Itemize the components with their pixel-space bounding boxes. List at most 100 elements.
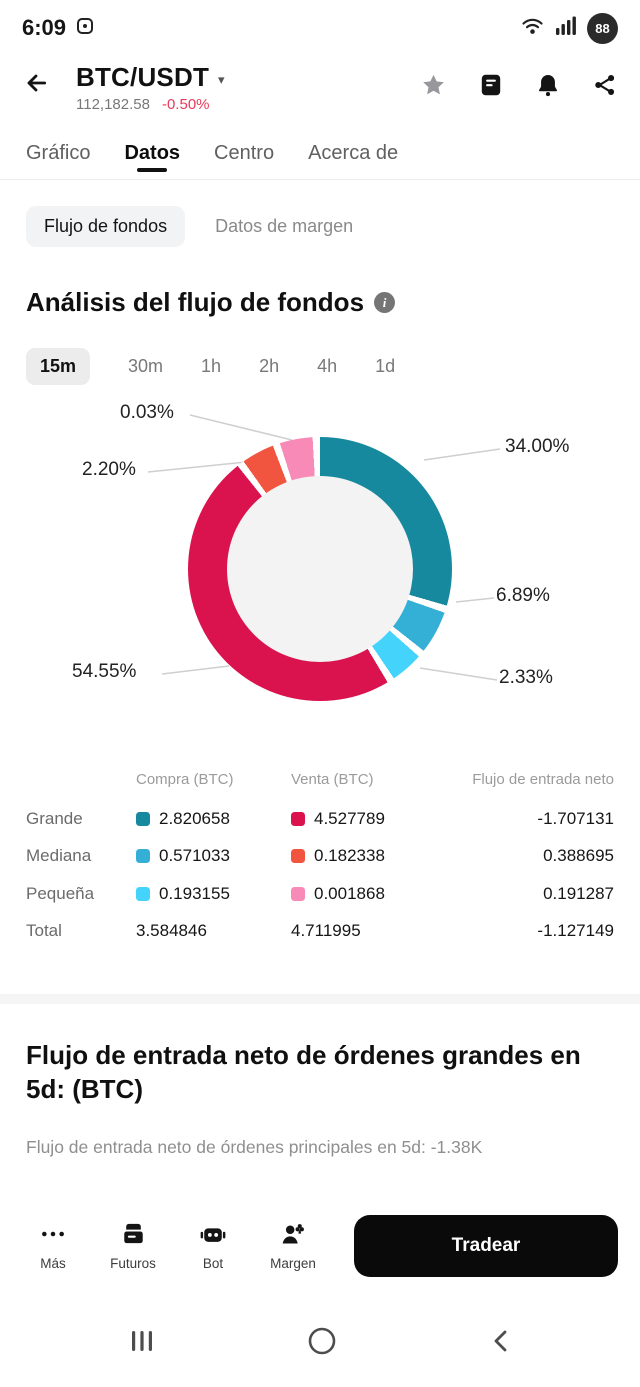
action-bot[interactable]: Bot: [184, 1220, 242, 1271]
row-label: Grande: [26, 808, 83, 828]
neto-mediana-value: 0.388695: [543, 846, 614, 866]
share-icon[interactable]: [592, 72, 618, 98]
venta-grande-swatch: [291, 811, 305, 826]
timeframe-15m[interactable]: 15m: [26, 347, 91, 385]
subtab-datos-de-margen[interactable]: Datos de margen: [215, 216, 354, 236]
status-bar: 6:09 88: [0, 0, 640, 56]
trade-button[interactable]: Tradear: [354, 1214, 618, 1277]
bottom-action-bar: Más Futuros Bot: [0, 1204, 640, 1288]
action-label: Bot: [202, 1256, 224, 1272]
pair-change: -0.50%: [161, 96, 210, 113]
large-orders-title: Flujo de entrada neto de órdenes grandes…: [26, 1040, 581, 1105]
data-subtabs: Flujo de fondos Datos de margen: [0, 180, 640, 247]
wifi-icon: [520, 16, 545, 41]
bot-icon: [199, 1220, 227, 1248]
pair-dropdown-caret[interactable]: ▾: [218, 71, 225, 87]
compra-mediana-value: 0.571033: [159, 846, 230, 866]
label-compra-grande-pct: 34.00%: [505, 436, 570, 457]
col-header-compra: Compra (BTC): [136, 770, 234, 788]
analysis-title: Análisis del flujo de fondos: [26, 287, 365, 317]
subtab-flujo-de-fondos[interactable]: Flujo de fondos: [26, 206, 186, 247]
header-actions: [420, 62, 618, 98]
compra-pequena-value: 0.193155: [159, 883, 230, 903]
fund-flow-donut-chart: 0.03% 2.20% 54.55% 34.00% 6.89% 2.33%: [0, 392, 640, 744]
compra-pequena-swatch: [136, 886, 150, 901]
action-margen[interactable]: Margen: [264, 1220, 322, 1271]
table-row-pequena: Pequeña 0.193155 0.001868 0.191287: [26, 875, 614, 913]
action-label: Más: [40, 1256, 66, 1272]
tab-grafico[interactable]: Gráfico: [26, 142, 91, 164]
col-header-venta: Venta (BTC): [291, 770, 374, 788]
screenshot-icon: [76, 17, 94, 40]
analysis-section-head: Análisis del flujo de fondos i: [0, 247, 640, 318]
pair-block: BTC/USDT ▾ 112,182.58 -0.50%: [76, 62, 225, 113]
large-orders-subtitle: Flujo de entrada neto de órdenes princip…: [26, 1136, 483, 1157]
orderbook-journal-icon[interactable]: [478, 72, 504, 98]
table-row-mediana: Mediana 0.571033 0.182338 0.388695: [26, 838, 614, 876]
favorite-star-icon[interactable]: [420, 72, 447, 98]
neto-pequena-value: 0.191287: [543, 883, 614, 903]
action-mas[interactable]: Más: [24, 1220, 82, 1271]
compra-total-value: 3.584846: [136, 921, 207, 941]
large-orders-section: Flujo de entrada neto de órdenes grandes…: [0, 1004, 640, 1158]
action-label: Margen: [270, 1256, 316, 1272]
timeframe-2h[interactable]: 2h: [259, 355, 280, 376]
table-row-total: Total 3.584846 4.711995 -1.127149: [26, 913, 614, 951]
app-header: BTC/USDT ▾ 112,182.58 -0.50%: [0, 56, 640, 126]
row-label: Mediana: [26, 846, 92, 866]
venta-mediana-swatch: [291, 849, 305, 864]
neto-grande-value: -1.707131: [537, 808, 614, 828]
status-icons: 88: [520, 12, 618, 44]
section-divider: [0, 994, 640, 1004]
tab-centro[interactable]: Centro: [214, 142, 275, 164]
back-button[interactable]: [22, 62, 62, 101]
action-label: Futuros: [110, 1256, 156, 1272]
label-venta-pequena-pct: 0.03%: [120, 402, 174, 423]
donut-ring: [188, 437, 452, 701]
row-label: Total: [26, 921, 62, 941]
venta-pequena-value: 0.001868: [314, 883, 385, 903]
more-dots-icon: [40, 1220, 66, 1248]
timeframe-1d[interactable]: 1d: [375, 355, 396, 376]
pair-title: BTC/USDT: [76, 62, 210, 92]
label-venta-mediana-pct: 2.20%: [82, 459, 136, 480]
col-header-neto: Flujo de entrada neto: [472, 770, 614, 788]
top-tab-bar: Gráfico Datos Centro Acerca de: [0, 126, 640, 180]
compra-mediana-swatch: [136, 849, 150, 864]
price-alert-bell-icon[interactable]: [535, 72, 561, 98]
label-compra-pequena-pct: 2.33%: [499, 667, 553, 688]
recent-apps-icon[interactable]: [130, 1330, 154, 1352]
timeframe-30m[interactable]: 30m: [128, 355, 164, 376]
margin-user-icon: [279, 1220, 307, 1248]
row-label: Pequeña: [26, 883, 95, 903]
label-venta-grande-pct: 54.55%: [72, 661, 137, 682]
action-futuros[interactable]: Futuros: [104, 1220, 162, 1271]
donut-hole: [227, 476, 413, 662]
signal-icon: [555, 16, 577, 41]
fund-flow-table: Compra (BTC) Venta (BTC) Flujo de entrad…: [26, 762, 614, 950]
venta-pequena-swatch: [291, 886, 305, 901]
compra-grande-value: 2.820658: [159, 808, 230, 828]
label-compra-mediana-pct: 6.89%: [496, 585, 550, 606]
compra-grande-swatch: [136, 811, 150, 826]
clock: 6:09: [22, 15, 67, 40]
timeframe-selector: 15m 30m 1h 2h 4h 1d: [0, 318, 640, 386]
futures-icon: [120, 1220, 147, 1248]
info-icon[interactable]: i: [374, 292, 396, 313]
timeframe-1h[interactable]: 1h: [201, 355, 222, 376]
tab-datos[interactable]: Datos: [124, 142, 180, 179]
venta-mediana-value: 0.182338: [314, 846, 385, 866]
neto-total-value: -1.127149: [537, 921, 614, 941]
timeframe-4h[interactable]: 4h: [317, 355, 338, 376]
table-header-row: Compra (BTC) Venta (BTC) Flujo de entrad…: [26, 762, 614, 796]
pair-price: 112,182.58: [76, 96, 150, 113]
home-icon[interactable]: [308, 1327, 336, 1355]
venta-grande-value: 4.527789: [314, 808, 385, 828]
nav-back-icon[interactable]: [490, 1329, 510, 1353]
venta-total-value: 4.711995: [291, 921, 361, 941]
battery-indicator: 88: [587, 12, 618, 44]
table-row-grande: Grande 2.820658 4.527789 -1.707131: [26, 800, 614, 838]
tab-acerca-de[interactable]: Acerca de: [308, 142, 399, 164]
android-nav-bar: [0, 1308, 640, 1374]
